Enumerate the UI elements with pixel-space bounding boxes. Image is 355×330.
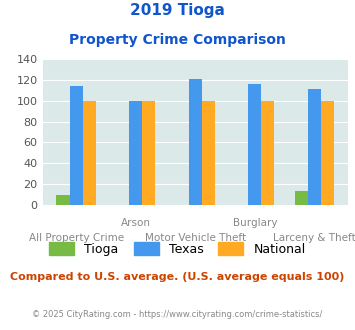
Bar xyxy=(142,101,155,205)
Text: Larceny & Theft: Larceny & Theft xyxy=(273,233,355,243)
Text: Compared to U.S. average. (U.S. average equals 100): Compared to U.S. average. (U.S. average … xyxy=(10,272,345,282)
Bar xyxy=(56,195,70,205)
Bar xyxy=(83,101,96,205)
Bar xyxy=(295,191,308,205)
Text: © 2025 CityRating.com - https://www.cityrating.com/crime-statistics/: © 2025 CityRating.com - https://www.city… xyxy=(32,310,323,319)
Bar xyxy=(189,79,202,205)
Bar xyxy=(202,101,215,205)
Bar xyxy=(248,84,261,205)
Bar xyxy=(70,86,83,205)
Bar xyxy=(321,101,334,205)
Bar xyxy=(129,101,142,205)
Legend: Tioga, Texas, National: Tioga, Texas, National xyxy=(44,237,311,261)
Bar xyxy=(261,101,274,205)
Text: Arson: Arson xyxy=(121,218,151,228)
Text: Burglary: Burglary xyxy=(233,218,277,228)
Text: 2019 Tioga: 2019 Tioga xyxy=(130,3,225,18)
Text: Motor Vehicle Theft: Motor Vehicle Theft xyxy=(145,233,246,243)
Text: Property Crime Comparison: Property Crime Comparison xyxy=(69,33,286,47)
Text: All Property Crime: All Property Crime xyxy=(28,233,124,243)
Bar xyxy=(308,89,321,205)
